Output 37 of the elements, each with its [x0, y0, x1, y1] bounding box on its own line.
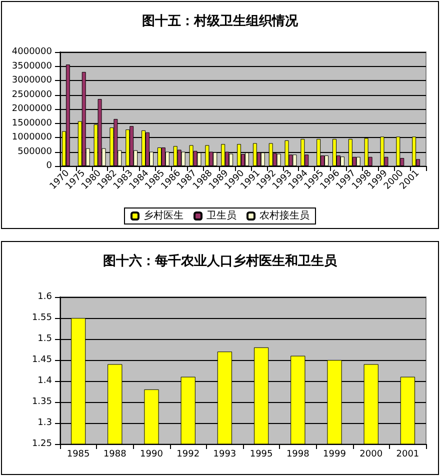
x-tick-label: 2001 — [396, 450, 420, 460]
y-tick-label: 1000000 — [12, 132, 52, 142]
legend-label: 农村接生员 — [260, 210, 310, 222]
chart-title: 图十五：村级卫生组织情况 — [142, 14, 299, 29]
x-tick-label: 1993 — [213, 450, 236, 460]
bar — [356, 156, 360, 166]
y-tick-label: 1.3 — [38, 418, 52, 428]
y-tick-label: 3500000 — [12, 61, 52, 72]
y-tick-label: 500000 — [18, 146, 52, 157]
y-tick-label: 1.4 — [38, 376, 52, 386]
y-tick-label: 0 — [46, 161, 52, 171]
y-tick-label: 1.55 — [32, 313, 52, 323]
y-tick-label: 1.45 — [32, 355, 52, 365]
x-tick-label: 2000 — [360, 450, 383, 460]
legend-label: 卫生员 — [206, 210, 236, 222]
y-tick-label: 1.25 — [32, 439, 52, 449]
chart-title: 图十六：每千农业人口乡村医生和卫生员 — [103, 253, 338, 269]
x-tick-label: 1999 — [323, 450, 346, 460]
y-tick-label: 2000000 — [12, 104, 52, 114]
y-tick-label: 1.35 — [32, 397, 52, 407]
bar — [161, 147, 166, 166]
y-tick-label: 1500000 — [12, 118, 52, 128]
x-tick-label: 1992 — [176, 450, 200, 460]
x-tick-label: 1985 — [66, 450, 90, 460]
bar — [340, 156, 344, 166]
bar — [324, 155, 329, 166]
x-tick-label: 1988 — [103, 450, 127, 460]
y-tick-label: 1.6 — [38, 292, 52, 302]
x-tick-label: 1995 — [250, 450, 273, 460]
y-tick-label: 4000000 — [12, 47, 52, 57]
x-tick-label: 1990 — [140, 450, 164, 460]
bar — [177, 150, 182, 166]
legend-label: 乡村医生 — [144, 210, 184, 222]
y-tick-label: 1.5 — [38, 334, 52, 344]
y-tick-label: 3000000 — [12, 76, 52, 86]
y-tick-label: 2500000 — [12, 90, 52, 100]
x-tick-label: 1998 — [286, 450, 310, 460]
